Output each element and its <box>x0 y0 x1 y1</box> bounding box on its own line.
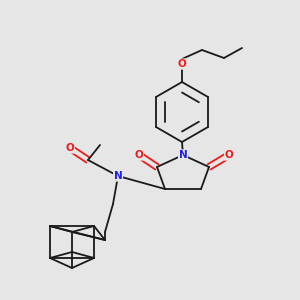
Text: N: N <box>114 171 122 181</box>
Text: N: N <box>178 150 188 160</box>
Text: O: O <box>225 150 233 160</box>
Text: O: O <box>66 143 74 153</box>
Text: O: O <box>135 150 143 160</box>
Text: O: O <box>178 59 186 69</box>
